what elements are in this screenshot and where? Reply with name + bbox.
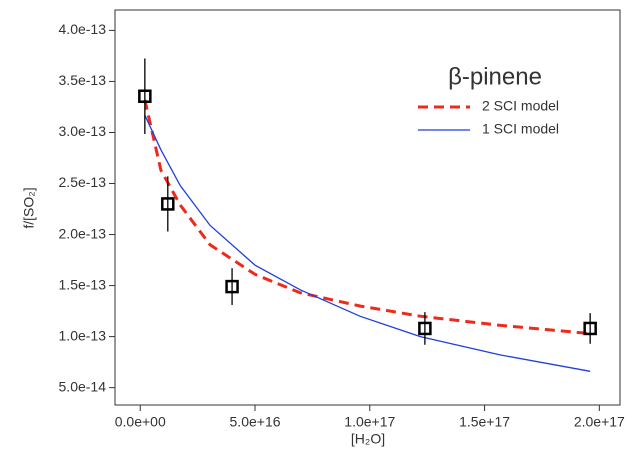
y-tick-label: 5.0e-14 bbox=[59, 378, 107, 394]
y-tick-label: 3.0e-13 bbox=[59, 123, 107, 139]
y-axis-label: f/[SO₂] bbox=[21, 187, 37, 228]
x-tick-label: 0.0e+00 bbox=[115, 414, 166, 430]
x-tick-label: 5.0e+16 bbox=[230, 414, 281, 430]
legend-label: 1 SCI model bbox=[482, 121, 559, 137]
y-tick-label: 2.0e-13 bbox=[59, 225, 107, 241]
data-point bbox=[161, 197, 175, 211]
data-point bbox=[138, 89, 152, 103]
y-tick-label: 3.5e-13 bbox=[59, 72, 107, 88]
plot-frame bbox=[114, 9, 621, 406]
x-tick-label: 2.0e+17 bbox=[574, 414, 625, 430]
y-tick-label: 2.5e-13 bbox=[59, 174, 107, 190]
data-point bbox=[418, 321, 432, 336]
y-tick-label: 1.0e-13 bbox=[59, 327, 107, 343]
legend-label: 2 SCI model bbox=[482, 98, 559, 114]
x-tick-label: 1.0e+17 bbox=[344, 414, 395, 430]
model-line bbox=[144, 114, 591, 372]
y-tick-label: 4.0e-13 bbox=[59, 21, 107, 37]
data-point bbox=[225, 279, 239, 294]
x-axis-label: [H₂O] bbox=[351, 431, 385, 447]
y-tick-label: 1.5e-13 bbox=[59, 276, 107, 292]
data-point bbox=[583, 321, 597, 336]
legend-title: β-pinene bbox=[448, 63, 542, 90]
x-tick-label: 1.5e+17 bbox=[459, 414, 510, 430]
